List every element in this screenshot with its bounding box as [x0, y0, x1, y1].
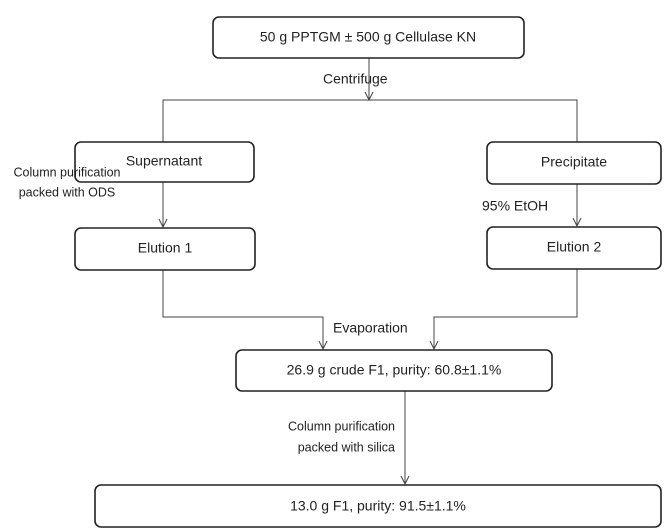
node-box — [486, 226, 662, 270]
node-box — [74, 227, 256, 271]
node-box — [74, 141, 255, 183]
arrow — [162, 270, 323, 349]
node-label: 26.9 g crude F1, purity: 60.8±1.1% — [287, 362, 502, 378]
edge-label: Column purification — [14, 165, 121, 179]
edge-label: 95% EtOH — [482, 198, 548, 214]
node-box — [94, 484, 662, 528]
node-label: Supernatant — [126, 153, 202, 169]
node-label: 50 g PPTGM ± 500 g Cellulase KN — [260, 29, 476, 45]
node-label: Precipitate — [541, 154, 607, 170]
edge-label: packed with silica — [298, 440, 395, 454]
node-box — [486, 141, 662, 185]
node-label: Elution 1 — [138, 240, 193, 256]
connectors — [163, 58, 577, 484]
node-label: 13.0 g F1, purity: 91.5±1.1% — [290, 498, 466, 514]
split-line — [162, 99, 578, 142]
edge-label: packed with ODS — [19, 185, 116, 199]
edge-label: Evaporation — [333, 320, 408, 336]
arrow — [434, 269, 578, 349]
edge-label: Column purification — [288, 419, 395, 433]
node-box — [235, 349, 553, 392]
edge-label: Centrifuge — [323, 71, 388, 87]
node-label: Elution 2 — [547, 239, 602, 255]
node-box — [212, 16, 525, 59]
